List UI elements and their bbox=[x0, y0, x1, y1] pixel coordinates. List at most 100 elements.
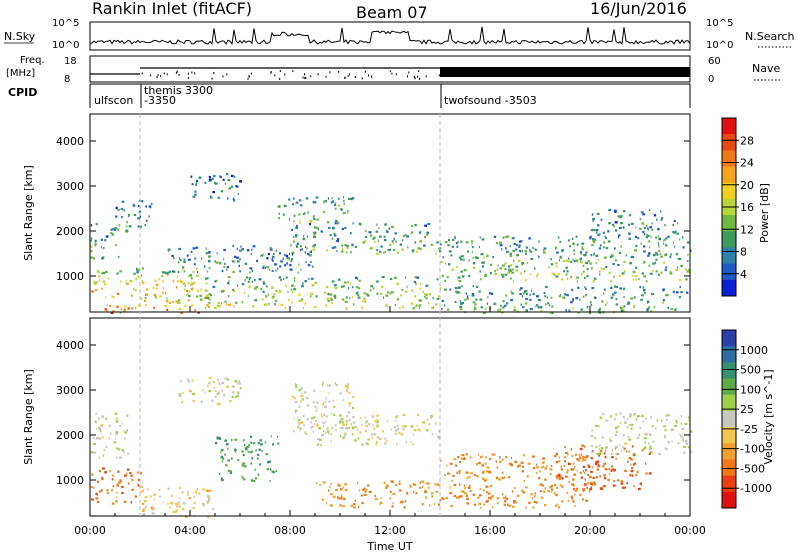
echo-cell bbox=[342, 285, 345, 288]
echo-cell bbox=[112, 485, 115, 488]
echo-cell bbox=[109, 305, 111, 308]
echo-cell bbox=[513, 500, 516, 503]
echo-cell bbox=[579, 493, 582, 496]
echo-cell bbox=[542, 457, 545, 460]
echo-cell bbox=[115, 244, 117, 247]
echo-cell bbox=[456, 265, 458, 269]
echo-cell bbox=[287, 290, 289, 293]
echo-cell bbox=[618, 251, 622, 254]
echo-cell bbox=[367, 443, 369, 446]
echo-cell bbox=[573, 253, 575, 256]
echo-cell bbox=[312, 430, 315, 433]
time-axis: 00:00 04:00 08:00 12:00 16:00 20:00 00:00 bbox=[74, 114, 706, 537]
echo-cell bbox=[579, 471, 582, 474]
echo-cell bbox=[343, 199, 345, 202]
echo-cell bbox=[689, 450, 693, 453]
echo-cell bbox=[141, 267, 144, 270]
echo-cell bbox=[251, 270, 253, 273]
echo-cell bbox=[177, 302, 181, 305]
echo-cell bbox=[528, 237, 532, 240]
echo-cell bbox=[505, 294, 507, 297]
echo-cell bbox=[190, 283, 193, 286]
echo-cell bbox=[365, 230, 367, 233]
colorbar-swatch bbox=[722, 134, 736, 151]
nave-dot bbox=[284, 73, 286, 76]
echo-cell bbox=[469, 456, 472, 459]
echo-cell bbox=[436, 297, 440, 300]
echo-cell bbox=[619, 287, 622, 290]
echo-cell bbox=[678, 296, 682, 299]
echo-cell bbox=[547, 302, 549, 305]
nsky-panel: N.Sky 10^5 10^0 10^5 10^0 N.Search bbox=[4, 18, 795, 51]
echo-cell bbox=[328, 489, 330, 492]
echo-cell bbox=[285, 276, 288, 279]
echo-cell bbox=[532, 506, 535, 509]
echo-cell bbox=[535, 463, 538, 466]
echo-cell bbox=[254, 299, 258, 302]
echo-cell bbox=[500, 273, 504, 276]
echo-cell bbox=[125, 279, 127, 282]
echo-cell bbox=[352, 222, 354, 225]
echo-cell bbox=[305, 260, 307, 264]
echo-cell bbox=[383, 481, 386, 484]
echo-cell bbox=[150, 495, 152, 498]
echo-cell bbox=[574, 490, 578, 493]
echo-cell bbox=[589, 262, 592, 265]
echo-cell bbox=[642, 447, 646, 450]
echo-cell bbox=[590, 435, 594, 438]
echo-cell bbox=[535, 275, 538, 278]
freq-label: Freq. bbox=[20, 55, 45, 66]
echo-cell bbox=[268, 268, 271, 271]
echo-cell bbox=[262, 265, 265, 268]
echo-cell bbox=[622, 226, 625, 229]
echo-cell bbox=[165, 272, 168, 275]
echo-cell bbox=[623, 449, 625, 452]
echo-cell bbox=[529, 250, 532, 253]
echo-cell bbox=[674, 245, 676, 248]
echo-cell bbox=[627, 417, 629, 420]
echo-cell bbox=[264, 266, 267, 269]
echo-cell bbox=[583, 459, 587, 462]
colorbar-swatch bbox=[722, 182, 736, 200]
echo-cell bbox=[362, 241, 365, 244]
echo-cell bbox=[300, 298, 303, 301]
echo-cell bbox=[450, 505, 454, 508]
echo-cell bbox=[658, 249, 661, 252]
echo-cell bbox=[438, 430, 441, 433]
echo-cell bbox=[341, 244, 343, 247]
echo-cell bbox=[558, 295, 562, 298]
echo-cell bbox=[132, 204, 136, 207]
echo-cell bbox=[259, 439, 262, 442]
echo-cell bbox=[528, 501, 531, 504]
echo-cell bbox=[398, 431, 401, 434]
echo-cell bbox=[624, 486, 626, 489]
echo-cell bbox=[208, 178, 212, 181]
echo-cell bbox=[400, 294, 402, 297]
echo-cell bbox=[330, 298, 333, 301]
echo-cell bbox=[174, 510, 177, 513]
echo-cell bbox=[352, 427, 355, 430]
x-tick-label: 16:00 bbox=[474, 524, 506, 537]
echo-cell bbox=[526, 261, 529, 265]
echo-cell bbox=[497, 264, 499, 267]
echo-cell bbox=[622, 446, 624, 449]
echo-cell bbox=[512, 501, 515, 504]
nave-dot bbox=[150, 74, 152, 77]
echo-cell bbox=[672, 224, 674, 227]
echo-cell bbox=[298, 419, 301, 422]
echo-cell bbox=[594, 462, 598, 466]
colorbar-swatch bbox=[722, 215, 736, 232]
echo-cell bbox=[153, 498, 155, 501]
nave-dot bbox=[371, 75, 373, 78]
echo-cell bbox=[110, 489, 113, 492]
echo-cell bbox=[361, 501, 364, 505]
echo-cell bbox=[206, 270, 209, 273]
echo-cell bbox=[351, 433, 354, 436]
echo-cell bbox=[101, 415, 104, 418]
echo-cell bbox=[636, 470, 639, 474]
echo-cell bbox=[313, 217, 316, 221]
echo-cell bbox=[300, 387, 303, 390]
echo-cell bbox=[620, 480, 623, 483]
echo-cell bbox=[326, 249, 328, 252]
